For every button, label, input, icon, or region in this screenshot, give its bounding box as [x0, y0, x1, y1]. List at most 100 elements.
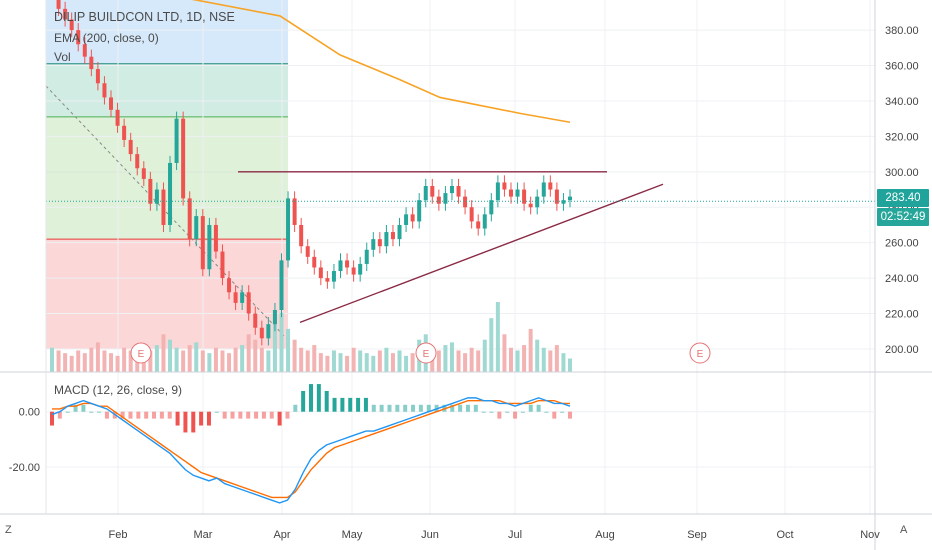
volume-bar [109, 353, 114, 372]
macd-histogram-bar [356, 397, 361, 412]
volume-bar [541, 347, 546, 372]
volume-bar [50, 347, 54, 372]
volume-bar [404, 355, 409, 372]
volume-bar [489, 318, 494, 372]
volume-bar [449, 342, 454, 372]
auto-scale-button[interactable]: A [900, 524, 908, 536]
macd-histogram-bar [191, 411, 196, 433]
volume-bar [456, 350, 461, 372]
candle-body [377, 239, 382, 247]
candle-body [161, 189, 166, 225]
macd-histogram-bar [465, 404, 470, 412]
volume-bar [220, 350, 225, 372]
volume-bar [495, 302, 500, 372]
candle-body [528, 203, 533, 208]
volume-bar [508, 347, 513, 372]
volume-bar [213, 347, 218, 372]
candle-body [213, 224, 218, 252]
candle-body [345, 260, 350, 268]
macd-histogram-bar [395, 404, 400, 412]
macd-histogram-bar [481, 411, 486, 413]
candle-body [168, 162, 173, 225]
macd-histogram-bar [301, 390, 306, 412]
volume-bar [325, 355, 330, 372]
candle-body [502, 182, 507, 190]
macd-histogram-bar [403, 404, 408, 412]
macd-histogram-bar [371, 404, 376, 412]
candle-body [56, 0, 61, 9]
macd-histogram-bar [159, 411, 164, 419]
macd-histogram-bar [175, 411, 180, 426]
price-tick-label: 380.00 [885, 25, 919, 37]
volume-bar [122, 347, 127, 372]
candle-body [305, 246, 310, 257]
volume-bar [345, 355, 350, 372]
candle-body [423, 186, 428, 201]
macd-histogram-bar [230, 411, 235, 419]
candle-body [522, 189, 527, 204]
candle-body [364, 249, 369, 264]
candle-body [548, 182, 553, 190]
candle-body [95, 69, 100, 84]
time-tick-label: Jun [421, 529, 439, 541]
macd-histogram-bar [246, 411, 251, 419]
volume-bar [318, 353, 323, 372]
candle-body [122, 125, 127, 140]
price-tick-label: 260.00 [885, 238, 919, 250]
macd-histogram-bar [238, 411, 243, 419]
candle-body [194, 216, 199, 240]
macd-histogram-bar [293, 404, 298, 412]
candle-body [82, 44, 87, 57]
volume-bar [187, 345, 192, 372]
candle-body [495, 182, 500, 201]
volume-bar [305, 350, 310, 372]
candle-body [259, 327, 264, 339]
candle-body [410, 214, 415, 222]
time-tick-label: May [342, 529, 363, 541]
earnings-event-label: E [697, 349, 704, 360]
volume-bar [115, 355, 120, 372]
time-tick-label: Feb [109, 529, 128, 541]
volume-bar [522, 345, 527, 372]
volume-bar [89, 347, 94, 372]
candle-body [436, 196, 441, 204]
earnings-event-label: E [138, 349, 145, 360]
candle-body [430, 186, 435, 197]
volume-bar [102, 350, 107, 372]
candle-body [102, 83, 107, 98]
candle-body [515, 189, 520, 197]
macd-histogram-bar [458, 404, 463, 412]
macd-histogram-bar [167, 411, 172, 419]
volume-bar [390, 353, 395, 372]
macd-histogram-bar [57, 411, 62, 419]
macd-histogram-bar [552, 411, 557, 419]
candle-body [318, 267, 323, 279]
macd-histogram-bar [497, 411, 502, 419]
fib-zone-3 [46, 116, 288, 240]
price-tick-label: 360.00 [885, 61, 919, 73]
candle-body [279, 260, 284, 310]
macd-histogram-bar [316, 384, 321, 412]
macd-histogram-bar [324, 390, 329, 412]
volume-bar [535, 339, 540, 372]
macd-histogram-bar [65, 411, 70, 413]
candle-body [292, 198, 297, 225]
volume-bar [259, 347, 264, 372]
volume-bar [168, 339, 173, 372]
macd-histogram-bar [73, 404, 78, 412]
candle-body [554, 189, 559, 204]
candle-body [541, 182, 546, 197]
zoom-button[interactable]: Z [5, 524, 12, 536]
macd-tick-label: 0.00 [19, 407, 40, 419]
volume-bar [338, 353, 343, 372]
price-tick-label: 240.00 [885, 273, 919, 285]
macd-histogram-bar [214, 411, 219, 413]
candle-body [312, 256, 317, 268]
macd-histogram-bar [89, 411, 94, 413]
volume-bar [82, 353, 87, 372]
volume-bar [154, 345, 159, 372]
macd-histogram-bar [152, 411, 157, 419]
volume-bar [246, 334, 251, 372]
candle-body [404, 214, 409, 225]
